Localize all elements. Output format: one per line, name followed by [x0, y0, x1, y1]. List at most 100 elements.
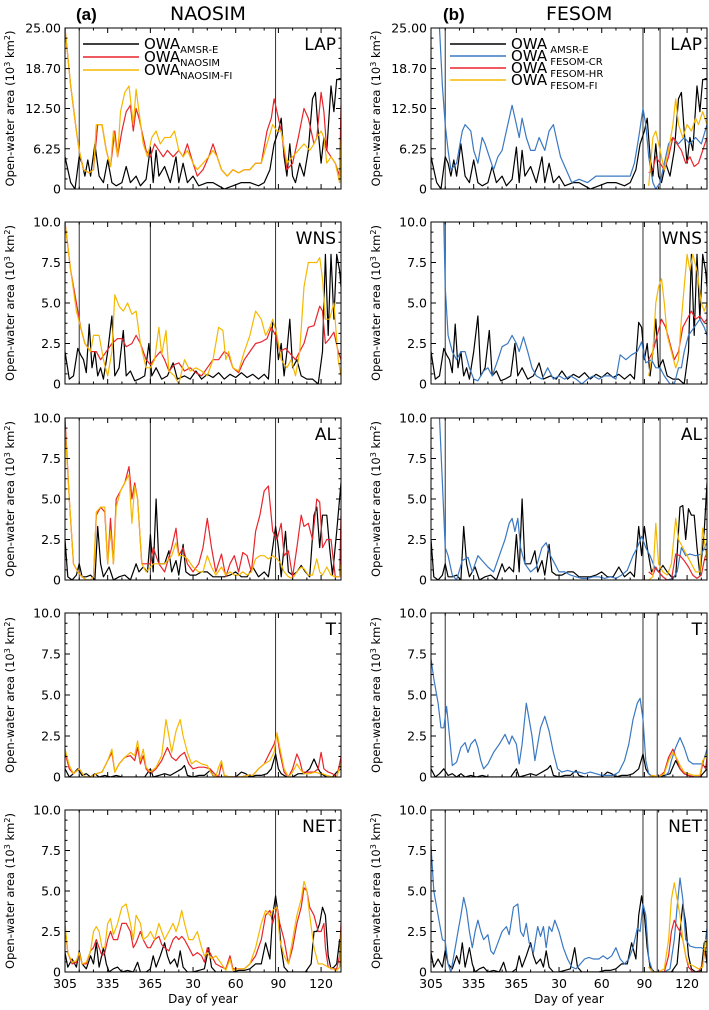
series-line-amsr	[431, 78, 707, 189]
x-tick-label: 60	[228, 976, 244, 991]
series-line-yellow	[648, 98, 707, 186]
y-axis-label: Open-water area (103 km2)	[3, 617, 17, 773]
series-line-red	[648, 550, 707, 580]
column-headers: (a) NAOSIM (b) FESOM	[76, 3, 612, 25]
y-tick-label: 25.00	[25, 21, 61, 36]
series-line-blue	[431, 845, 707, 972]
x-axis-label: Day of year	[534, 992, 604, 1006]
y-tick-label: 5.0	[407, 688, 427, 703]
y-tick-label: 12.50	[391, 101, 427, 116]
panel-al-fesom: 0 2.5 5.0 7.5 10.0 AL Open-water area (103 km2…	[369, 411, 708, 588]
column-title-fesom: FESOM	[546, 3, 612, 25]
series-line-amsr	[65, 253, 341, 384]
y-axis-label: Open-water area (103 km2)	[3, 421, 17, 577]
y-axis-label: Open-water area (103 km2)	[369, 813, 383, 969]
legend-label: OWA FESOM-FI	[511, 71, 598, 92]
y-tick-label: 2.5	[41, 532, 61, 547]
region-label: NET	[302, 817, 336, 837]
panel-lap-naosim: 0 6.25 12.50 18.70 25.00 LAP Open-water area (…	[3, 21, 342, 197]
x-tick-label: 90	[270, 976, 286, 991]
y-tick-label: 5.0	[407, 492, 427, 507]
x-tick-label: 305	[53, 976, 77, 991]
series-line-red	[65, 733, 341, 777]
x-tick-label: 30	[551, 976, 567, 991]
y-tick-label: 10.0	[399, 215, 427, 230]
panel-label-b: (b)	[443, 5, 465, 24]
series-line-yellow	[648, 253, 707, 377]
panel-t-naosim: 0 2.5 5.0 7.5 10.0 T Open-water area (103 km2)	[3, 606, 342, 785]
region-label: T	[691, 620, 703, 640]
panel-net-naosim: 0 2.5 5.0 7.5 10.0 305 335 365 30 60 90 120 NET Open-…	[3, 803, 342, 1006]
y-tick-label: 18.70	[25, 61, 61, 76]
y-tick-label: 5.0	[407, 884, 427, 899]
y-tick-label: 0	[419, 377, 427, 392]
region-label: T	[325, 620, 337, 640]
y-tick-label: 10.0	[33, 411, 61, 426]
series-line-red	[65, 418, 341, 580]
y-tick-label: 6.25	[399, 141, 427, 156]
y-axis-label: Open-water area (103 km2)	[369, 421, 383, 577]
plot-frame	[430, 417, 708, 581]
series-line-blue	[431, 658, 707, 777]
x-tick-label: 305	[419, 976, 443, 991]
region-label: AL	[315, 425, 337, 445]
y-tick-label: 5.0	[407, 296, 427, 311]
panel-net-fesom: 0 2.5 5.0 7.5 10.0 305 335 365 30 60 90 120 NET Open-…	[369, 803, 708, 1006]
series-line-amsr	[431, 895, 707, 972]
y-tick-label: 10.0	[399, 803, 427, 818]
y-tick-label: 7.5	[407, 647, 427, 662]
series-line-amsr	[431, 753, 707, 777]
y-tick-label: 0	[53, 182, 61, 197]
x-tick-label: 120	[309, 976, 333, 991]
y-tick-label: 2.5	[41, 924, 61, 939]
y-tick-label: 0	[53, 965, 61, 980]
series-line-red	[648, 919, 707, 972]
y-tick-label: 2.5	[407, 532, 427, 547]
y-axis-label: Open-water area (103 km2)	[369, 225, 383, 381]
region-label: NET	[668, 817, 702, 837]
series-line-yellow	[648, 517, 707, 580]
x-tick-label: 335	[96, 976, 120, 991]
series-line-amsr	[65, 78, 341, 189]
y-tick-label: 2.5	[407, 336, 427, 351]
panel-label-a: (a)	[76, 5, 97, 24]
x-tick-label: 90	[636, 976, 652, 991]
y-tick-label: 25.00	[391, 21, 427, 36]
legend-label: OWA FESOM-CR	[511, 47, 603, 68]
panel-lap-fesom: 0 6.25 12.50 18.70 25.00 LAP Open-water area (…	[369, 21, 708, 197]
y-tick-label: 7.5	[41, 843, 61, 858]
legend-label: OWAAMSR-E	[144, 35, 218, 56]
panels: 0 6.25 12.50 18.70 25.00 LAP Open-water area (…	[3, 21, 708, 1006]
series-line-red	[65, 222, 341, 377]
y-tick-label: 0	[53, 377, 61, 392]
region-label: AL	[681, 425, 703, 445]
y-tick-label: 5.0	[41, 884, 61, 899]
y-tick-label: 0	[419, 573, 427, 588]
y-tick-label: 6.25	[33, 141, 61, 156]
series-line-blue	[438, 418, 707, 580]
series-line-yellow	[648, 751, 707, 777]
y-axis-label: Open-water area (103 km2)	[3, 31, 17, 187]
y-axis-label: Open-water area (103 km2)	[369, 31, 383, 187]
series-line-blue	[443, 222, 707, 384]
series-line-amsr	[431, 253, 707, 384]
y-tick-label: 10.0	[399, 606, 427, 621]
region-label: LAP	[670, 35, 702, 55]
y-tick-label: 0	[53, 573, 61, 588]
legend-label: OWANAOSIM-FI	[144, 61, 232, 82]
y-tick-label: 2.5	[407, 924, 427, 939]
plot-frame	[64, 612, 342, 778]
panel-al-naosim: 0 2.5 5.0 7.5 10.0 AL Open-water area (103 km2…	[3, 411, 342, 588]
series-line-yellow	[65, 28, 341, 184]
series-line-amsr	[65, 482, 341, 580]
series-line-yellow	[65, 880, 341, 971]
x-axis-label: Day of year	[168, 992, 238, 1006]
series-line-amsr	[65, 753, 341, 777]
y-axis-label: Open-water area (103 km2)	[3, 225, 17, 381]
x-tick-label: 365	[504, 976, 528, 991]
y-tick-label: 5.0	[41, 688, 61, 703]
series-line-yellow	[648, 882, 707, 972]
column-title-naosim: NAOSIM	[170, 3, 246, 25]
